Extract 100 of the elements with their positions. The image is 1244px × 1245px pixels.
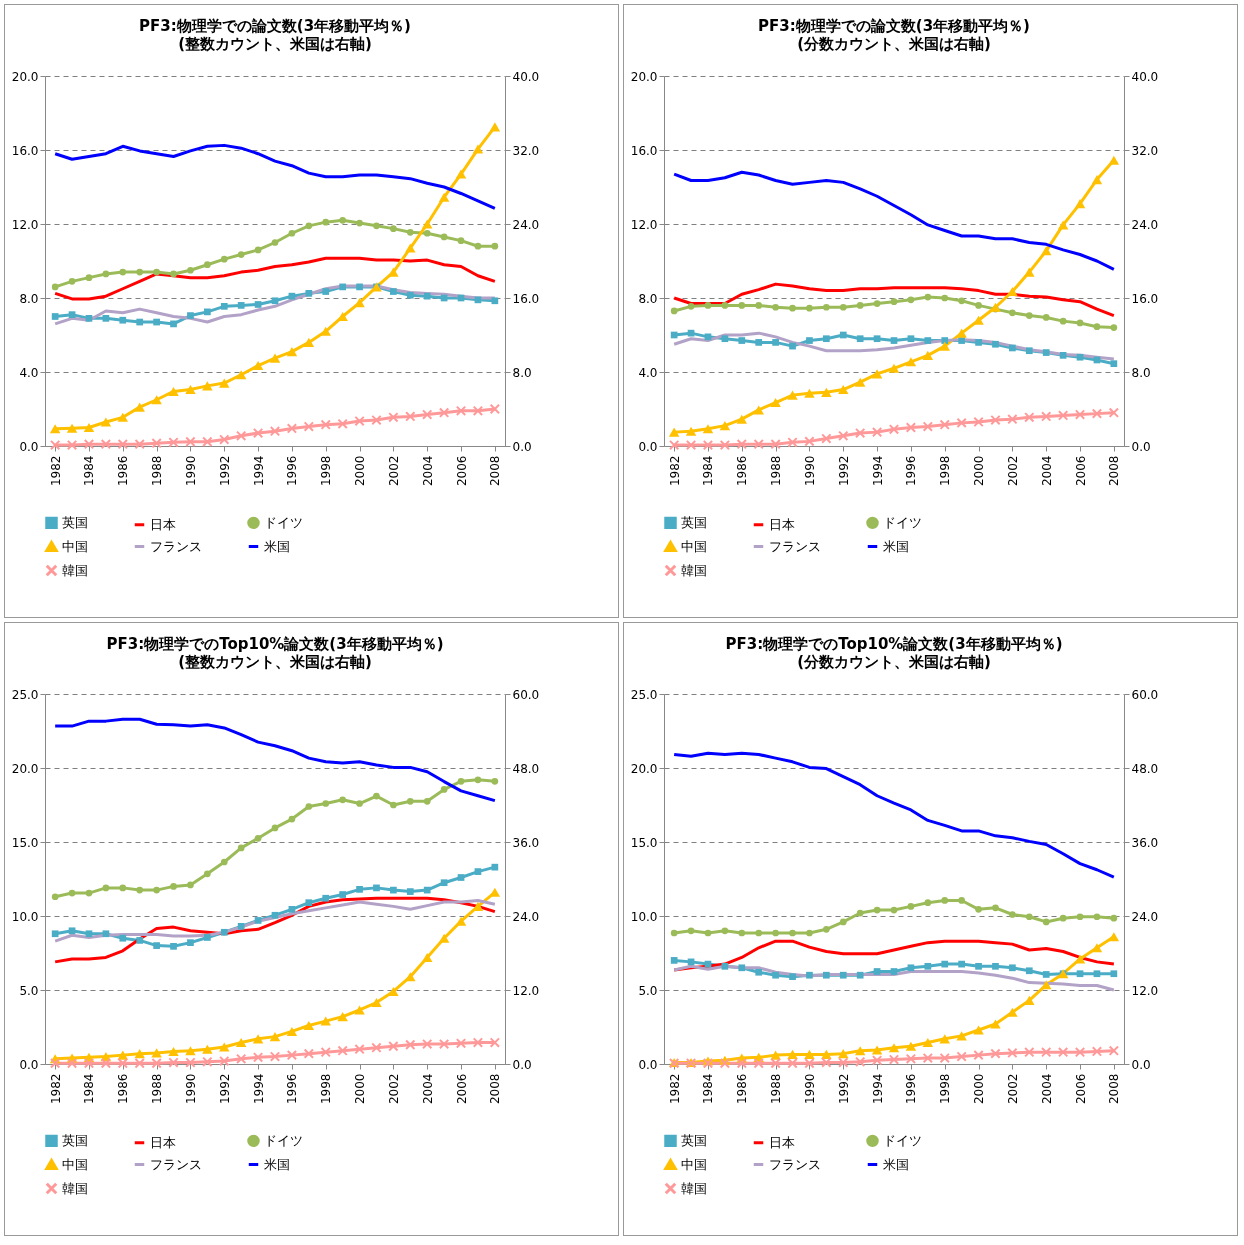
x-tick-label: 1986: [116, 455, 131, 487]
legend-label: 米国: [883, 1156, 909, 1172]
x-tick-label: 2002: [1005, 455, 1020, 487]
x-tick-label: 2006: [454, 1073, 469, 1105]
legend-label: 韓国: [681, 562, 707, 578]
x-tick-label: 1990: [183, 455, 198, 487]
y-tick-label: 0.0: [19, 439, 39, 454]
y2-tick-label: 24.0: [512, 217, 540, 232]
y2-tick-label: 40.0: [1131, 69, 1159, 84]
legend-label: 中国: [62, 538, 88, 554]
legend-label: 韓国: [681, 1180, 707, 1196]
x-tick-label: 1986: [116, 1073, 131, 1105]
x-tick-label: 1982: [667, 455, 682, 487]
y-tick-label: 20.0: [11, 69, 39, 84]
legend-label: 日本: [769, 516, 795, 532]
chart-title: PF3:物理学での論文数(3年移動平均％): [139, 17, 411, 35]
legend-label: 米国: [883, 538, 909, 554]
y-tick-label: 12.0: [630, 217, 658, 232]
x-tick-label: 1990: [183, 1073, 198, 1105]
x-tick-label: 1988: [769, 1073, 784, 1105]
x-tick-label: 2004: [420, 1073, 435, 1105]
x-tick-label: 1990: [802, 455, 817, 487]
legend-label: 米国: [264, 538, 290, 554]
x-tick-label: 1984: [701, 1073, 716, 1105]
y2-tick-label: 48.0: [1131, 761, 1159, 776]
x-tick-label: 1994: [870, 455, 885, 487]
legend-label: 中国: [681, 538, 707, 554]
x-tick-label: 2000: [353, 1073, 368, 1105]
y-tick-label: 5.0: [19, 983, 39, 998]
x-tick-label: 1992: [217, 1073, 232, 1105]
chart-subtitle: (整数カウント、米国は右軸): [178, 35, 372, 53]
y-tick-label: 20.0: [630, 69, 658, 84]
y2-tick-label: 0.0: [512, 439, 532, 454]
y2-tick-label: 16.0: [512, 291, 540, 306]
x-tick-label: 2000: [353, 455, 368, 487]
y2-tick-label: 24.0: [1131, 217, 1159, 232]
y-tick-label: 12.0: [11, 217, 39, 232]
y-tick-label: 20.0: [630, 761, 658, 776]
y2-tick-label: 0.0: [1131, 1057, 1151, 1072]
legend-label: フランス: [769, 1156, 821, 1172]
y2-tick-label: 32.0: [512, 143, 540, 158]
y2-tick-label: 60.0: [512, 687, 540, 702]
x-tick-label: 1988: [769, 455, 784, 487]
y-tick-label: 0.0: [19, 1057, 39, 1072]
x-tick-label: 1998: [938, 1073, 953, 1105]
y-tick-label: 15.0: [630, 835, 658, 850]
y2-tick-label: 36.0: [512, 835, 540, 850]
chart-title: PF3:物理学での論文数(3年移動平均％): [758, 17, 1030, 35]
y2-tick-label: 0.0: [1131, 439, 1151, 454]
y2-tick-label: 12.0: [512, 983, 540, 998]
x-tick-label: 2004: [1039, 1073, 1054, 1105]
x-tick-label: 1996: [285, 455, 300, 487]
y-tick-label: 15.0: [11, 835, 39, 850]
x-tick-label: 2002: [386, 1073, 401, 1105]
chart-subtitle: (整数カウント、米国は右軸): [178, 653, 372, 671]
x-tick-label: 1982: [48, 1073, 63, 1105]
x-tick-label: 1994: [251, 1073, 266, 1105]
x-tick-label: 1984: [701, 455, 716, 487]
x-tick-label: 2004: [1039, 455, 1054, 487]
x-tick-label: 2006: [454, 455, 469, 487]
y-tick-label: 0.0: [638, 439, 658, 454]
legend-label: 英国: [62, 514, 88, 530]
x-tick-label: 2000: [972, 455, 987, 487]
x-tick-label: 1982: [667, 1073, 682, 1105]
x-tick-label: 2006: [1073, 1073, 1088, 1105]
legend-label: 英国: [62, 1132, 88, 1148]
y-tick-label: 16.0: [630, 143, 658, 158]
y-tick-label: 20.0: [11, 761, 39, 776]
x-tick-label: 1988: [150, 455, 165, 487]
x-tick-label: 2002: [386, 455, 401, 487]
chart-subtitle: (分数カウント、米国は右軸): [797, 35, 991, 53]
y-tick-label: 25.0: [630, 687, 658, 702]
legend-label: 韓国: [62, 1180, 88, 1196]
legend-label: ドイツ: [883, 1132, 922, 1148]
legend-label: ドイツ: [264, 1132, 303, 1148]
x-tick-label: 1984: [82, 455, 97, 487]
x-tick-label: 1992: [836, 455, 851, 487]
x-tick-label: 1996: [285, 1073, 300, 1105]
legend-label: 韓国: [62, 562, 88, 578]
y-tick-label: 5.0: [638, 983, 658, 998]
y-tick-label: 10.0: [630, 909, 658, 924]
legend-label: フランス: [150, 538, 202, 554]
y2-tick-label: 40.0: [512, 69, 540, 84]
x-tick-label: 2002: [1005, 1073, 1020, 1105]
y-tick-label: 25.0: [11, 687, 39, 702]
chart-title: PF3:物理学でのTop10%論文数(3年移動平均％): [725, 635, 1063, 653]
x-tick-label: 1992: [217, 455, 232, 487]
legend-label: ドイツ: [883, 514, 922, 530]
y2-tick-label: 36.0: [1131, 835, 1159, 850]
x-tick-label: 1998: [938, 455, 953, 487]
x-tick-label: 2008: [488, 455, 503, 487]
y2-tick-label: 16.0: [1131, 291, 1159, 306]
y2-tick-label: 60.0: [1131, 687, 1159, 702]
y-tick-label: 8.0: [638, 291, 658, 306]
legend-label: ドイツ: [264, 514, 303, 530]
y2-tick-label: 0.0: [512, 1057, 532, 1072]
y2-tick-label: 12.0: [1131, 983, 1159, 998]
legend-label: 英国: [681, 1132, 707, 1148]
x-tick-label: 2008: [1107, 1073, 1122, 1105]
x-tick-label: 1986: [735, 455, 750, 487]
